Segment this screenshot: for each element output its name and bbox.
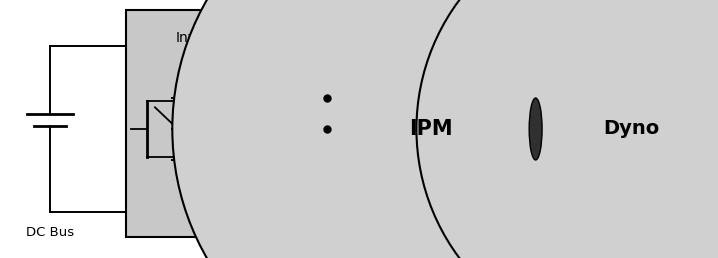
Text: Torque Sensor: Torque Sensor bbox=[508, 12, 597, 25]
Text: Inverter: Inverter bbox=[176, 31, 230, 45]
Bar bbox=[126, 10, 280, 237]
Ellipse shape bbox=[172, 0, 689, 258]
Ellipse shape bbox=[416, 0, 718, 258]
Text: Dyno: Dyno bbox=[604, 119, 660, 139]
Bar bbox=[497, 114, 574, 144]
Text: DC Bus: DC Bus bbox=[26, 226, 75, 239]
Text: IPM: IPM bbox=[409, 119, 452, 139]
Text: Current Sensor: Current Sensor bbox=[298, 12, 391, 25]
Ellipse shape bbox=[529, 98, 542, 160]
